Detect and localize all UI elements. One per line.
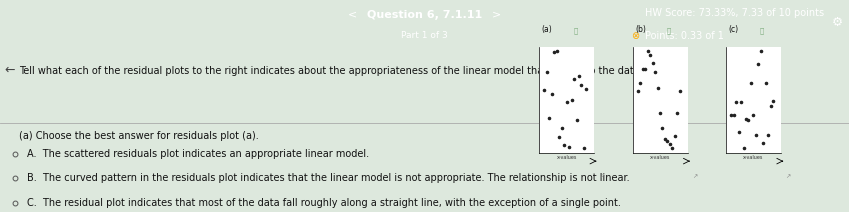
Point — [746, 113, 760, 116]
Point — [724, 113, 738, 116]
Point — [559, 100, 573, 103]
Text: ⚙: ⚙ — [832, 16, 843, 29]
Text: B.  The curved pattern in the residuals plot indicates that the linear model is : B. The curved pattern in the residuals p… — [27, 173, 630, 183]
Point — [543, 117, 556, 120]
Point — [649, 71, 662, 74]
Point — [570, 118, 583, 121]
Point — [565, 98, 578, 102]
Text: (b): (b) — [635, 25, 646, 34]
Point — [663, 142, 677, 145]
Point — [734, 100, 748, 103]
Point — [744, 81, 757, 84]
Point — [644, 53, 657, 56]
Text: 🔍: 🔍 — [666, 27, 671, 34]
Point — [545, 92, 559, 96]
Text: <: < — [348, 10, 357, 20]
Point — [641, 50, 655, 53]
Point — [666, 146, 679, 149]
Point — [658, 138, 672, 141]
X-axis label: x-values: x-values — [650, 155, 670, 160]
Point — [655, 127, 669, 130]
Point — [550, 50, 564, 53]
Text: 🔍: 🔍 — [573, 27, 577, 34]
Point — [751, 63, 765, 66]
Point — [650, 86, 664, 90]
Text: >: > — [492, 10, 501, 20]
Point — [575, 84, 588, 87]
Point — [732, 130, 745, 134]
Point — [762, 134, 775, 137]
Text: ↗: ↗ — [599, 174, 604, 179]
Text: Part 1 of 3: Part 1 of 3 — [401, 31, 448, 40]
Point — [673, 90, 687, 93]
Text: Question 6, 7.1.11: Question 6, 7.1.11 — [367, 10, 482, 20]
Point — [537, 88, 551, 91]
Point — [562, 145, 576, 149]
X-axis label: x-values: x-values — [557, 155, 576, 160]
Point — [671, 111, 684, 114]
Point — [638, 67, 652, 71]
Text: Points: 0.33 of 1: Points: 0.33 of 1 — [645, 31, 724, 42]
Text: (a) Choose the best answer for residuals plot (a).: (a) Choose the best answer for residuals… — [19, 131, 258, 141]
Point — [567, 77, 581, 81]
Point — [754, 50, 767, 53]
Point — [759, 82, 773, 85]
Point — [661, 140, 674, 143]
Point — [577, 146, 591, 149]
Point — [555, 126, 569, 129]
Point — [729, 101, 743, 104]
Point — [653, 111, 666, 114]
Point — [767, 99, 780, 102]
Point — [553, 135, 566, 138]
Text: (c): (c) — [728, 25, 739, 34]
Text: HW Score: 73.33%, 7.33 of 10 points: HW Score: 73.33%, 7.33 of 10 points — [645, 8, 824, 18]
Text: ↗: ↗ — [785, 174, 790, 179]
Point — [739, 117, 753, 120]
Text: Tell what each of the residual plots to the right indicates about the appropriat: Tell what each of the residual plots to … — [19, 66, 643, 75]
Point — [756, 141, 770, 145]
Point — [548, 50, 561, 53]
Point — [727, 113, 740, 117]
Point — [580, 87, 593, 91]
Point — [540, 71, 554, 74]
Point — [636, 67, 649, 71]
Text: 🔍: 🔍 — [760, 27, 764, 34]
Text: C.  The residual plot indicates that most of the data fall roughly along a strai: C. The residual plot indicates that most… — [27, 198, 621, 208]
Point — [764, 104, 778, 108]
Point — [646, 62, 660, 65]
Text: ⊗: ⊗ — [631, 31, 639, 42]
Point — [737, 146, 751, 149]
Point — [572, 74, 586, 77]
Point — [557, 143, 571, 146]
Point — [749, 133, 762, 136]
Text: ←: ← — [4, 64, 14, 77]
Point — [631, 89, 644, 92]
Text: ↗: ↗ — [692, 174, 697, 179]
Text: A.  The scattered residuals plot indicates an appropriate linear model.: A. The scattered residuals plot indicate… — [27, 149, 369, 159]
Point — [633, 81, 647, 85]
Point — [668, 135, 682, 138]
X-axis label: x-values: x-values — [744, 155, 763, 160]
Point — [742, 119, 756, 122]
Text: (a): (a) — [542, 25, 553, 34]
